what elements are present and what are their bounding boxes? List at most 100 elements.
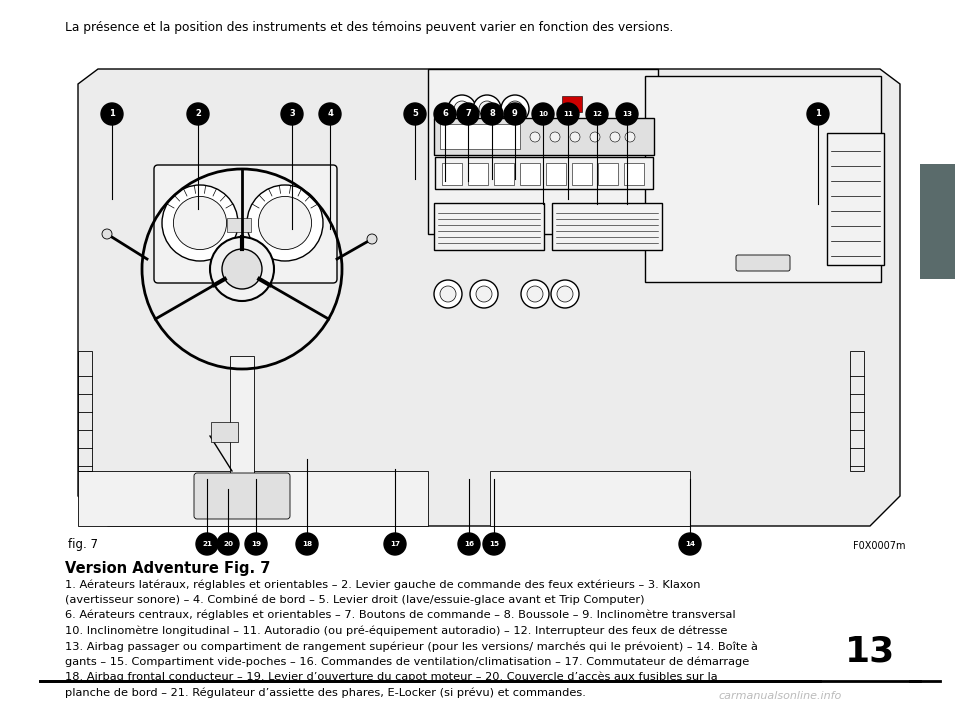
Text: 2: 2 [195, 109, 201, 118]
Text: 21: 21 [202, 541, 212, 547]
Circle shape [281, 103, 303, 125]
Circle shape [247, 185, 323, 261]
Circle shape [222, 249, 262, 289]
Circle shape [367, 234, 377, 244]
Text: 12: 12 [592, 111, 602, 117]
Text: 20: 20 [223, 541, 233, 547]
Circle shape [102, 229, 112, 239]
Text: 10. Inclinomètre longitudinal – 11. Autoradio (ou pré-équipement autoradio) – 12: 10. Inclinomètre longitudinal – 11. Auto… [65, 625, 728, 636]
Text: gants – 15. Compartiment vide-poches – 16. Commandes de ventilation/climatisatio: gants – 15. Compartiment vide-poches – 1… [65, 657, 749, 667]
Circle shape [196, 533, 218, 555]
Circle shape [483, 533, 505, 555]
Text: (avertisseur sonore) – 4. Combiné de bord – 5. Levier droit (lave/essuie-glace a: (avertisseur sonore) – 4. Combiné de bor… [65, 595, 644, 605]
Circle shape [530, 132, 540, 142]
FancyBboxPatch shape [920, 164, 955, 279]
FancyBboxPatch shape [434, 203, 544, 250]
FancyBboxPatch shape [546, 163, 566, 185]
Circle shape [101, 103, 123, 125]
Circle shape [404, 103, 426, 125]
Circle shape [319, 103, 341, 125]
Text: 13. Airbag passager ou compartiment de rangement supérieur (pour les versions/ m: 13. Airbag passager ou compartiment de r… [65, 641, 757, 652]
FancyBboxPatch shape [78, 471, 428, 526]
FancyBboxPatch shape [572, 163, 592, 185]
Circle shape [434, 280, 462, 308]
Text: 9: 9 [512, 109, 517, 118]
Circle shape [476, 286, 492, 302]
Text: 7: 7 [466, 109, 470, 118]
Circle shape [501, 95, 529, 123]
Circle shape [210, 237, 274, 301]
Circle shape [217, 533, 239, 555]
Circle shape [245, 533, 267, 555]
FancyBboxPatch shape [154, 165, 337, 283]
FancyBboxPatch shape [435, 157, 653, 189]
Text: 4: 4 [327, 109, 333, 118]
FancyBboxPatch shape [624, 163, 644, 185]
Text: 14: 14 [685, 541, 695, 547]
FancyBboxPatch shape [434, 118, 654, 155]
Circle shape [625, 132, 635, 142]
Circle shape [550, 132, 560, 142]
FancyBboxPatch shape [227, 218, 251, 232]
Circle shape [616, 103, 638, 125]
Circle shape [807, 103, 829, 125]
Text: 13: 13 [845, 635, 895, 669]
Circle shape [507, 101, 523, 117]
Circle shape [454, 101, 470, 117]
Text: carmanualsonline.info: carmanualsonline.info [718, 691, 842, 701]
Text: 6. Aérateurs centraux, réglables et orientables – 7. Boutons de commande – 8. Bo: 6. Aérateurs centraux, réglables et orie… [65, 610, 735, 620]
PathPatch shape [78, 69, 900, 526]
Circle shape [187, 103, 209, 125]
FancyBboxPatch shape [194, 473, 290, 519]
Circle shape [162, 185, 238, 261]
Circle shape [551, 280, 579, 308]
FancyBboxPatch shape [468, 163, 488, 185]
Text: 1: 1 [815, 109, 821, 118]
Text: Version Adventure Fig. 7: Version Adventure Fig. 7 [65, 561, 271, 576]
Circle shape [473, 95, 501, 123]
Circle shape [479, 101, 495, 117]
FancyBboxPatch shape [428, 69, 658, 234]
FancyBboxPatch shape [211, 422, 238, 442]
Circle shape [557, 103, 579, 125]
Text: 10: 10 [538, 111, 548, 117]
FancyBboxPatch shape [442, 163, 462, 185]
Text: 16: 16 [464, 541, 474, 547]
Text: 6: 6 [442, 109, 448, 118]
FancyBboxPatch shape [562, 96, 582, 112]
Text: 18: 18 [302, 541, 312, 547]
Circle shape [470, 280, 498, 308]
Circle shape [258, 196, 312, 250]
Text: 3: 3 [289, 109, 295, 118]
FancyBboxPatch shape [230, 356, 254, 516]
Circle shape [527, 286, 543, 302]
Circle shape [610, 132, 620, 142]
Circle shape [440, 286, 456, 302]
Circle shape [532, 103, 554, 125]
Circle shape [448, 95, 476, 123]
Text: 17: 17 [390, 541, 400, 547]
Text: 8: 8 [490, 109, 494, 118]
Text: 19: 19 [251, 541, 261, 547]
Text: 15: 15 [489, 541, 499, 547]
Circle shape [384, 533, 406, 555]
Text: 11: 11 [563, 111, 573, 117]
Text: 13: 13 [622, 111, 632, 117]
Text: 1: 1 [109, 109, 115, 118]
Text: 5: 5 [412, 109, 418, 118]
Text: 1. Aérateurs latéraux, réglables et orientables – 2. Levier gauche de commande d: 1. Aérateurs latéraux, réglables et orie… [65, 579, 701, 589]
Text: F0X0007m: F0X0007m [852, 541, 905, 551]
FancyBboxPatch shape [827, 133, 884, 265]
Text: La présence et la position des instruments et des témoins peuvent varier en fonc: La présence et la position des instrumen… [65, 21, 673, 34]
Text: planche de bord – 21. Régulateur d’assiette des phares, E-Locker (si prévu) et c: planche de bord – 21. Régulateur d’assie… [65, 688, 586, 698]
Text: fig. 7: fig. 7 [68, 538, 98, 551]
Circle shape [174, 196, 227, 250]
Circle shape [557, 286, 573, 302]
FancyBboxPatch shape [520, 163, 540, 185]
Circle shape [586, 103, 608, 125]
Circle shape [679, 533, 701, 555]
FancyBboxPatch shape [440, 124, 520, 149]
Circle shape [504, 103, 526, 125]
Circle shape [590, 132, 600, 142]
Circle shape [457, 103, 479, 125]
